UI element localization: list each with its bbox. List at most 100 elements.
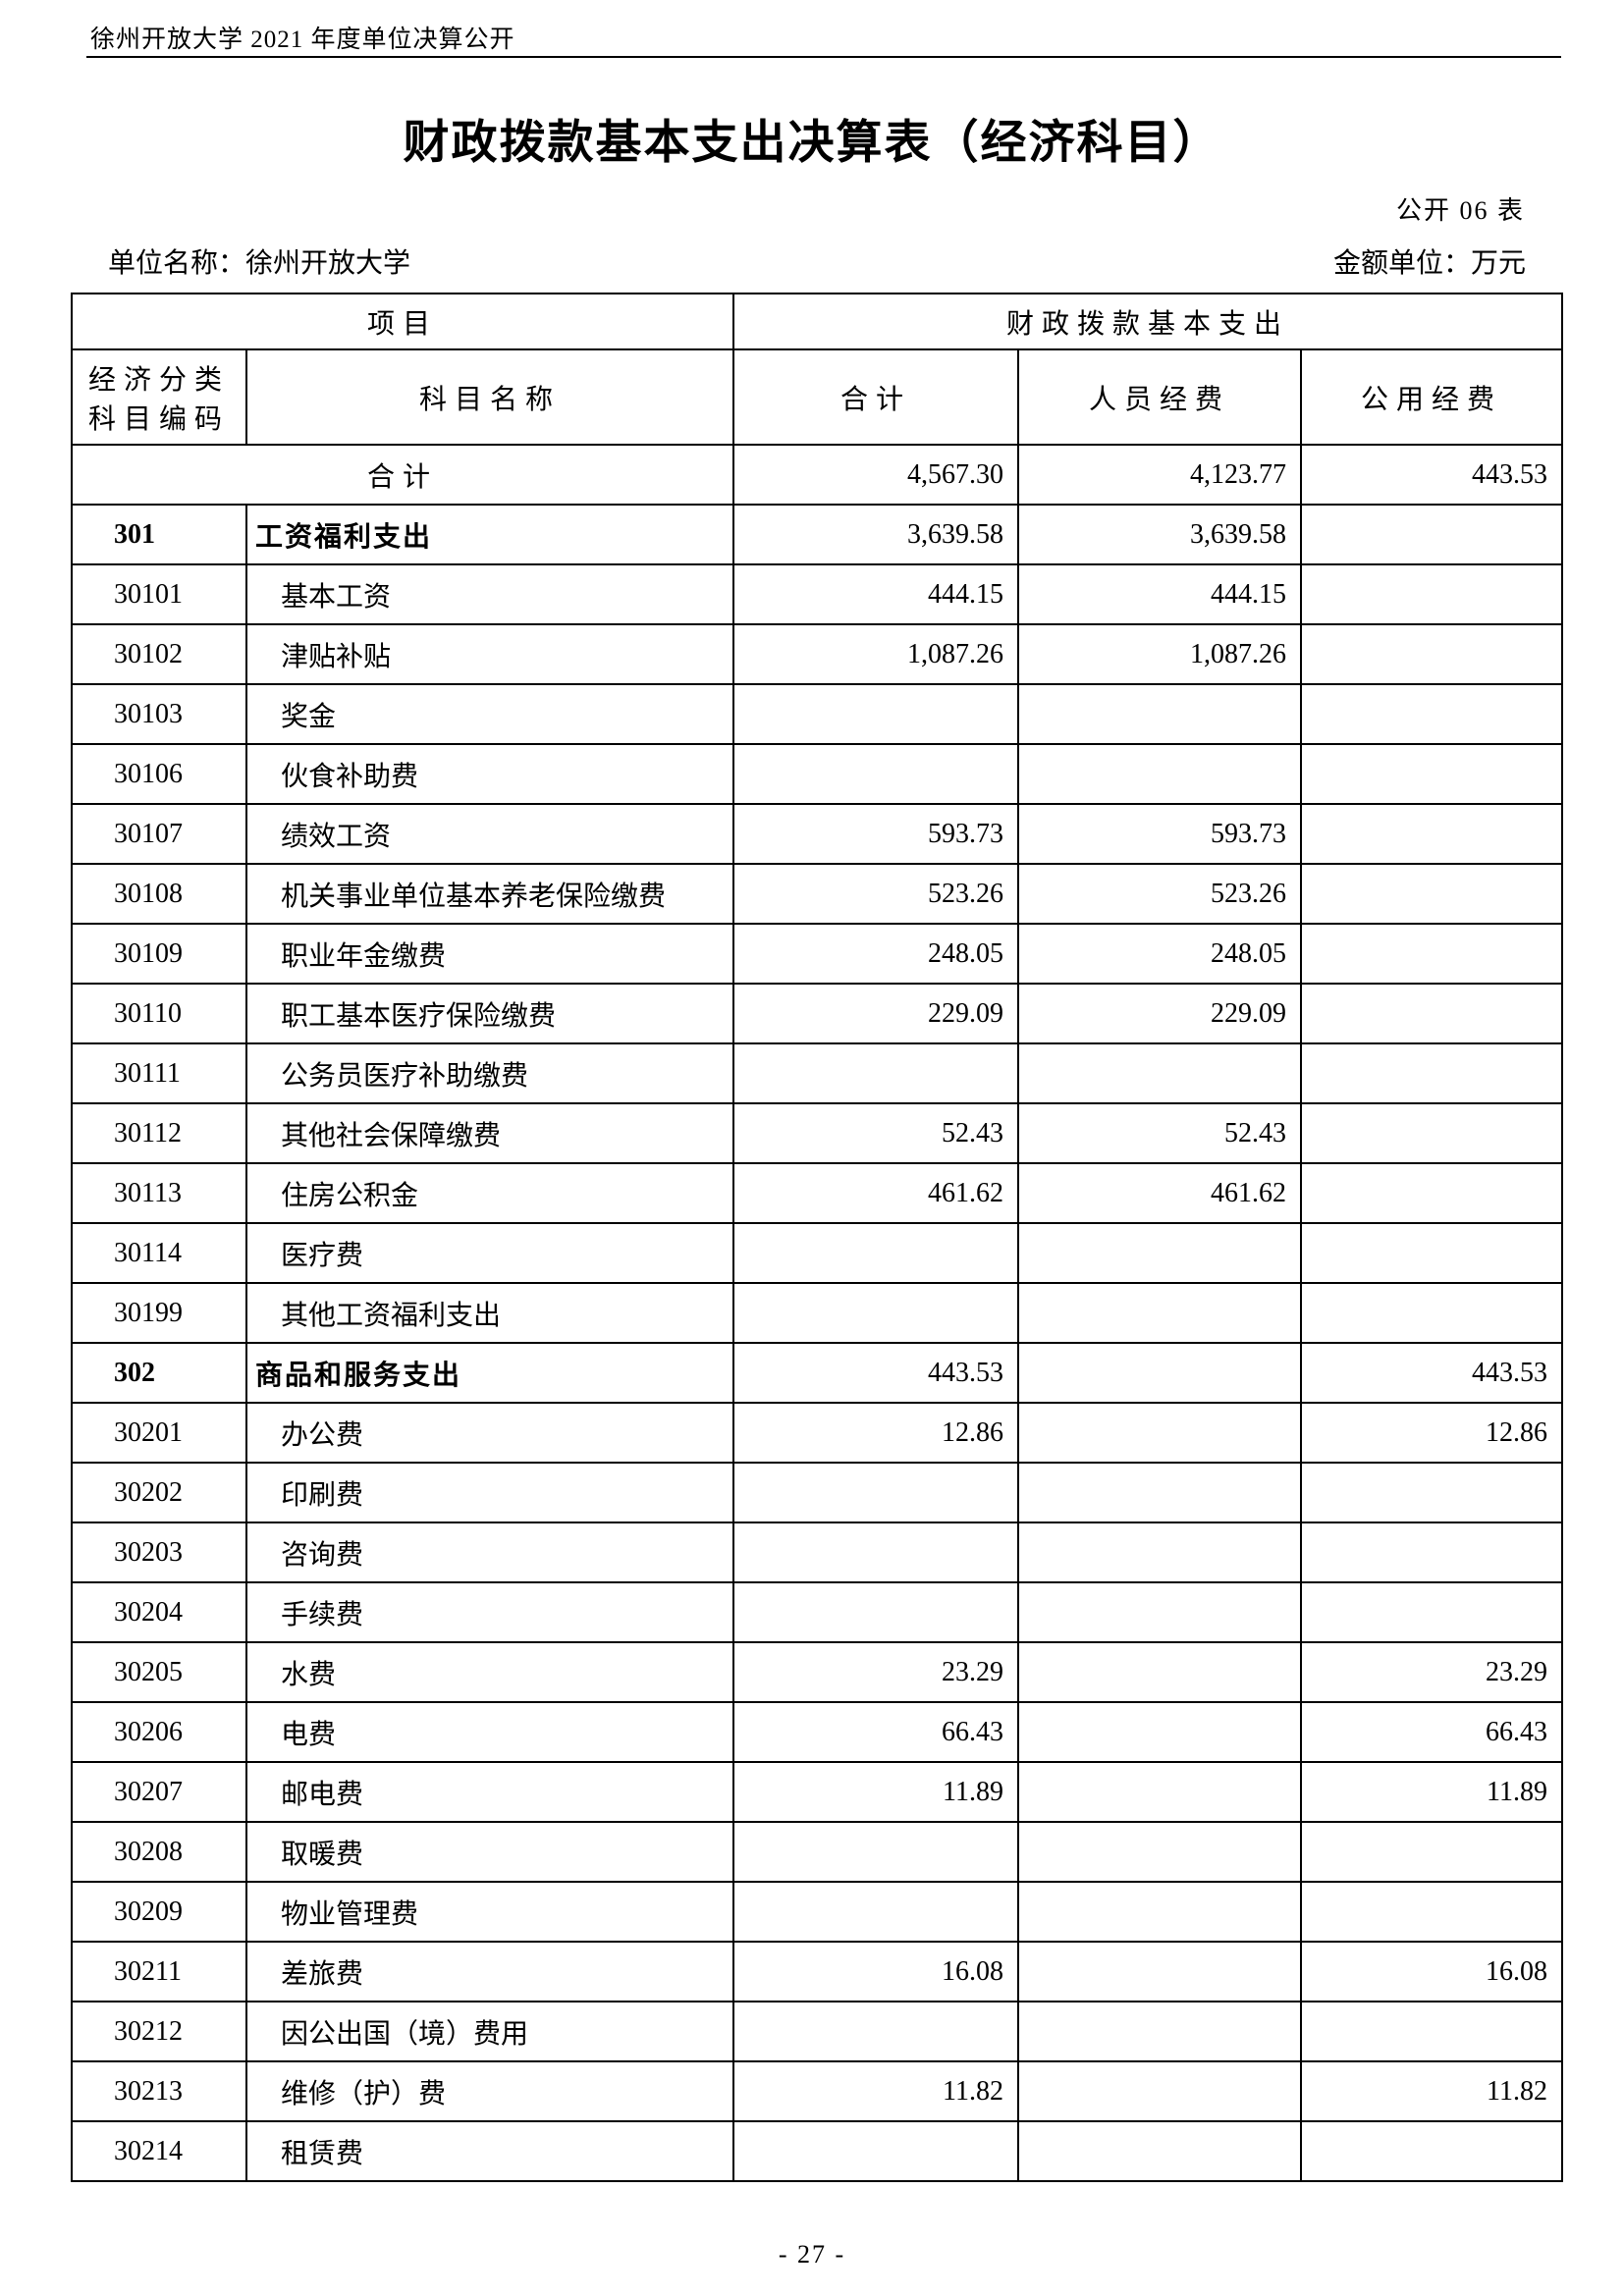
cell-total: 23.29 bbox=[732, 1641, 1020, 1703]
cell-code: 30214 bbox=[71, 2120, 247, 2182]
table-row: 30202 印刷费 bbox=[71, 1462, 1564, 1523]
table-row: 30214 租赁费 bbox=[71, 2120, 1564, 2182]
cell-code: 30114 bbox=[71, 1222, 247, 1284]
cell-code: 30212 bbox=[71, 2001, 247, 2062]
cell-total: 3,639.58 bbox=[732, 504, 1020, 565]
cell-subject-name: 办公费 bbox=[244, 1402, 735, 1464]
header-fiscal-basic-expenditure: 财政拨款基本支出 bbox=[732, 293, 1564, 350]
cell-public bbox=[1300, 743, 1564, 805]
cell-personnel: 461.62 bbox=[1017, 1162, 1303, 1224]
table-row: 30114 医疗费 bbox=[71, 1222, 1564, 1284]
table-row: 30112 其他社会保障缴费 52.43 52.43 bbox=[71, 1102, 1564, 1164]
cell-code: 30204 bbox=[71, 1581, 247, 1643]
cell-public: 66.43 bbox=[1300, 1701, 1564, 1763]
cell-code: 30209 bbox=[71, 1881, 247, 1943]
cell-personnel bbox=[1017, 1821, 1303, 1883]
cell-personnel bbox=[1017, 1222, 1303, 1284]
header-personnel-funds: 人员经费 bbox=[1017, 348, 1303, 446]
cell-public bbox=[1300, 2001, 1564, 2062]
cell-subject-name: 其他工资福利支出 bbox=[244, 1282, 735, 1344]
cell-personnel: 248.05 bbox=[1017, 923, 1303, 985]
cell-code: 30103 bbox=[71, 683, 247, 745]
cell-subject-name: 医疗费 bbox=[244, 1222, 735, 1284]
cell-code: 301 bbox=[71, 504, 247, 565]
table-row: 30111 公务员医疗补助缴费 bbox=[71, 1042, 1564, 1104]
cell-total bbox=[732, 1462, 1020, 1523]
cell-personnel bbox=[1017, 2120, 1303, 2182]
cell-subject-name: 取暖费 bbox=[244, 1821, 735, 1883]
cell-code: 30107 bbox=[71, 803, 247, 865]
cell-personnel bbox=[1017, 1581, 1303, 1643]
table-row: 30113 住房公积金 461.62 461.62 bbox=[71, 1162, 1564, 1224]
cell-personnel bbox=[1017, 1342, 1303, 1404]
table-row: 30205 水费 23.29 23.29 bbox=[71, 1641, 1564, 1703]
cell-total bbox=[732, 2120, 1020, 2182]
amount-unit-label: 金额单位：万元 bbox=[1332, 248, 1526, 279]
cell-personnel: 1,087.26 bbox=[1017, 623, 1303, 685]
cell-code: 302 bbox=[71, 1342, 247, 1404]
table-row: 30110 职工基本医疗保险缴费 229.09 229.09 bbox=[71, 983, 1564, 1044]
header-public-funds: 公用经费 bbox=[1300, 348, 1564, 446]
cell-total bbox=[732, 1581, 1020, 1643]
cell-public bbox=[1300, 983, 1564, 1044]
table-row: 30204 手续费 bbox=[71, 1581, 1564, 1643]
cell-total: 443.53 bbox=[732, 1342, 1020, 1404]
cell-total: 444.15 bbox=[732, 563, 1020, 625]
cell-total bbox=[732, 1522, 1020, 1583]
cell-total: 11.82 bbox=[732, 2060, 1020, 2122]
page-number: - 27 - bbox=[778, 2240, 846, 2269]
cell-total bbox=[732, 1222, 1020, 1284]
cell-public: 23.29 bbox=[1300, 1641, 1564, 1703]
cell-personnel: 593.73 bbox=[1017, 803, 1303, 865]
cell-code: 30205 bbox=[71, 1641, 247, 1703]
cell-personnel bbox=[1017, 1881, 1303, 1943]
cell-public bbox=[1300, 1282, 1564, 1344]
cell-public bbox=[1300, 1462, 1564, 1523]
cell-public bbox=[1300, 1821, 1564, 1883]
cell-subject-name: 其他社会保障缴费 bbox=[244, 1102, 735, 1164]
cell-personnel bbox=[1017, 2060, 1303, 2122]
cell-subject-name: 邮电费 bbox=[244, 1761, 735, 1823]
budget-table: 项目 财政拨款基本支出 经济分类科目编码 科目名称 合计 人员经费 公用经费 合… bbox=[70, 293, 1564, 2182]
cell-total bbox=[732, 1881, 1020, 1943]
table-row: 30212 因公出国（境）费用 bbox=[71, 2001, 1564, 2062]
cell-personnel bbox=[1017, 1522, 1303, 1583]
cell-personnel bbox=[1017, 1042, 1303, 1104]
cell-public: 11.89 bbox=[1300, 1761, 1564, 1823]
cell-subject-name: 伙食补助费 bbox=[244, 743, 735, 805]
cell-personnel bbox=[1017, 743, 1303, 805]
cell-personnel bbox=[1017, 1701, 1303, 1763]
section-row: 301 工资福利支出 3,639.58 3,639.58 bbox=[71, 504, 1564, 565]
cell-personnel bbox=[1017, 2001, 1303, 2062]
table-row: 30109 职业年金缴费 248.05 248.05 bbox=[71, 923, 1564, 985]
cell-personnel bbox=[1017, 1761, 1303, 1823]
cell-public bbox=[1300, 1522, 1564, 1583]
table-code-label: 公开 06 表 bbox=[1395, 196, 1525, 225]
cell-public bbox=[1300, 683, 1564, 745]
cell-public bbox=[1300, 2120, 1564, 2182]
cell-total: 229.09 bbox=[732, 983, 1020, 1044]
cell-code: 30203 bbox=[71, 1522, 247, 1583]
grand-total-personnel: 4,123.77 bbox=[1017, 444, 1303, 506]
table-row: 30209 物业管理费 bbox=[71, 1881, 1564, 1943]
cell-public: 16.08 bbox=[1300, 1941, 1564, 2002]
table-row: 30103 奖金 bbox=[71, 683, 1564, 745]
cell-subject-name: 职工基本医疗保险缴费 bbox=[244, 983, 735, 1044]
cell-code: 30208 bbox=[71, 1821, 247, 1883]
cell-public bbox=[1300, 803, 1564, 865]
cell-total: 16.08 bbox=[732, 1941, 1020, 2002]
cell-public bbox=[1300, 863, 1564, 925]
cell-subject-name: 因公出国（境）费用 bbox=[244, 2001, 735, 2062]
grand-total-row: 合计 4,567.30 4,123.77 443.53 bbox=[70, 444, 1564, 506]
cell-subject-name: 水费 bbox=[244, 1641, 735, 1703]
cell-code: 30211 bbox=[71, 1941, 247, 2002]
cell-public bbox=[1300, 1581, 1564, 1643]
cell-personnel bbox=[1017, 1402, 1303, 1464]
cell-code: 30206 bbox=[71, 1701, 247, 1763]
table-meta-row: 单位名称：徐州开放大学 金额单位：万元 bbox=[108, 241, 1526, 281]
cell-total bbox=[732, 1042, 1020, 1104]
document-header-note: 徐州开放大学 2021 年度单位决算公开 bbox=[90, 27, 515, 53]
cell-code: 30109 bbox=[71, 923, 247, 985]
table-row: 30206 电费 66.43 66.43 bbox=[71, 1701, 1564, 1763]
table-row: 30108 机关事业单位基本养老保险缴费 523.26 523.26 bbox=[71, 863, 1564, 925]
